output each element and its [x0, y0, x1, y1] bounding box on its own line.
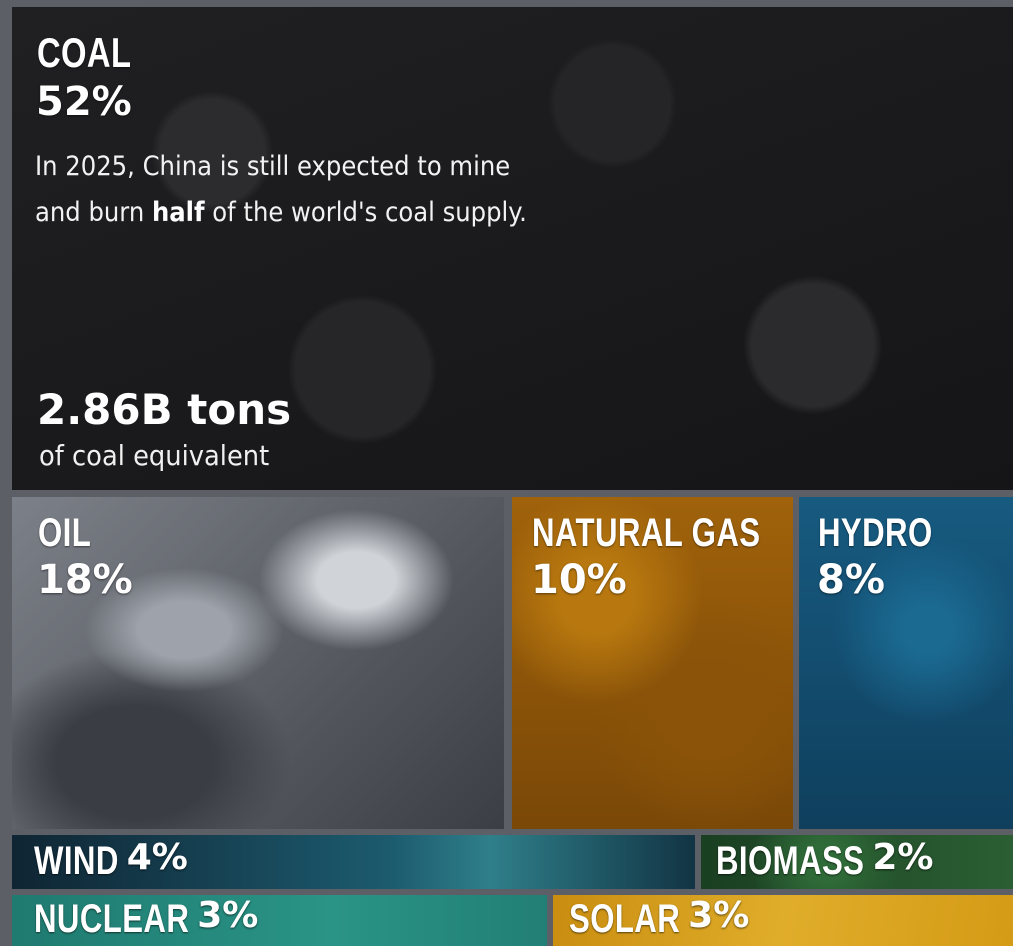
value-wind: 4% — [126, 837, 188, 878]
label-natural-gas: NATURAL GAS — [532, 511, 761, 555]
energy-treemap: COAL 52% In 2025, China is still expected … — [12, 7, 1013, 946]
value-coal: 52% — [36, 79, 132, 125]
label-coal: COAL — [37, 29, 132, 76]
coal-description-line-1: In 2025, China is still expected to mine — [35, 151, 511, 182]
value-solar: 3% — [688, 895, 750, 936]
tile-texture — [12, 497, 504, 829]
coal-amount-unit: of coal equivalent — [39, 439, 270, 472]
tile-texture — [701, 835, 1013, 889]
label-wind: WIND — [34, 839, 119, 883]
coal-description: In 2025, China is still expected to mine… — [35, 144, 527, 236]
coal-description-pre: and burn — [35, 197, 152, 228]
coal-description-post: of the world's coal supply. — [204, 197, 527, 228]
tile-wind: WIND 4% — [12, 835, 695, 889]
tile-texture — [512, 497, 793, 829]
tile-texture — [799, 497, 1013, 829]
tile-texture — [12, 835, 695, 889]
tile-natural-gas: NATURAL GAS 10% — [512, 497, 793, 829]
tile-texture — [553, 895, 1013, 946]
tile-coal: COAL 52% In 2025, China is still expected … — [12, 7, 1013, 490]
label-group-biomass: BIOMASS 2% — [716, 837, 933, 884]
tile-texture — [12, 7, 1013, 490]
value-nuclear: 3% — [197, 895, 259, 936]
tile-texture — [12, 895, 547, 946]
coal-amount: 2.86B tons — [37, 385, 292, 434]
tile-nuclear: NUCLEAR 3% — [12, 895, 547, 946]
value-natural-gas: 10% — [531, 557, 627, 603]
tile-hydro: HYDRO 8% — [799, 497, 1013, 829]
coal-description-line-2: and burn half of the world's coal supply… — [35, 190, 527, 236]
label-oil: OIL — [38, 511, 92, 555]
value-biomass: 2% — [872, 837, 934, 878]
label-group-nuclear: NUCLEAR 3% — [34, 895, 258, 942]
tile-biomass: BIOMASS 2% — [701, 835, 1013, 889]
tile-solar: SOLAR 3% — [553, 895, 1013, 946]
label-biomass: BIOMASS — [716, 839, 865, 883]
label-group-solar: SOLAR 3% — [569, 895, 749, 942]
label-solar: SOLAR — [569, 897, 681, 941]
label-nuclear: NUCLEAR — [34, 897, 190, 941]
label-hydro: HYDRO — [818, 511, 933, 555]
label-group-wind: WIND 4% — [34, 837, 188, 884]
tile-oil: OIL 18% — [12, 497, 504, 829]
value-hydro: 8% — [817, 557, 885, 603]
value-oil: 18% — [37, 557, 133, 603]
coal-description-emphasis: half — [151, 197, 205, 228]
